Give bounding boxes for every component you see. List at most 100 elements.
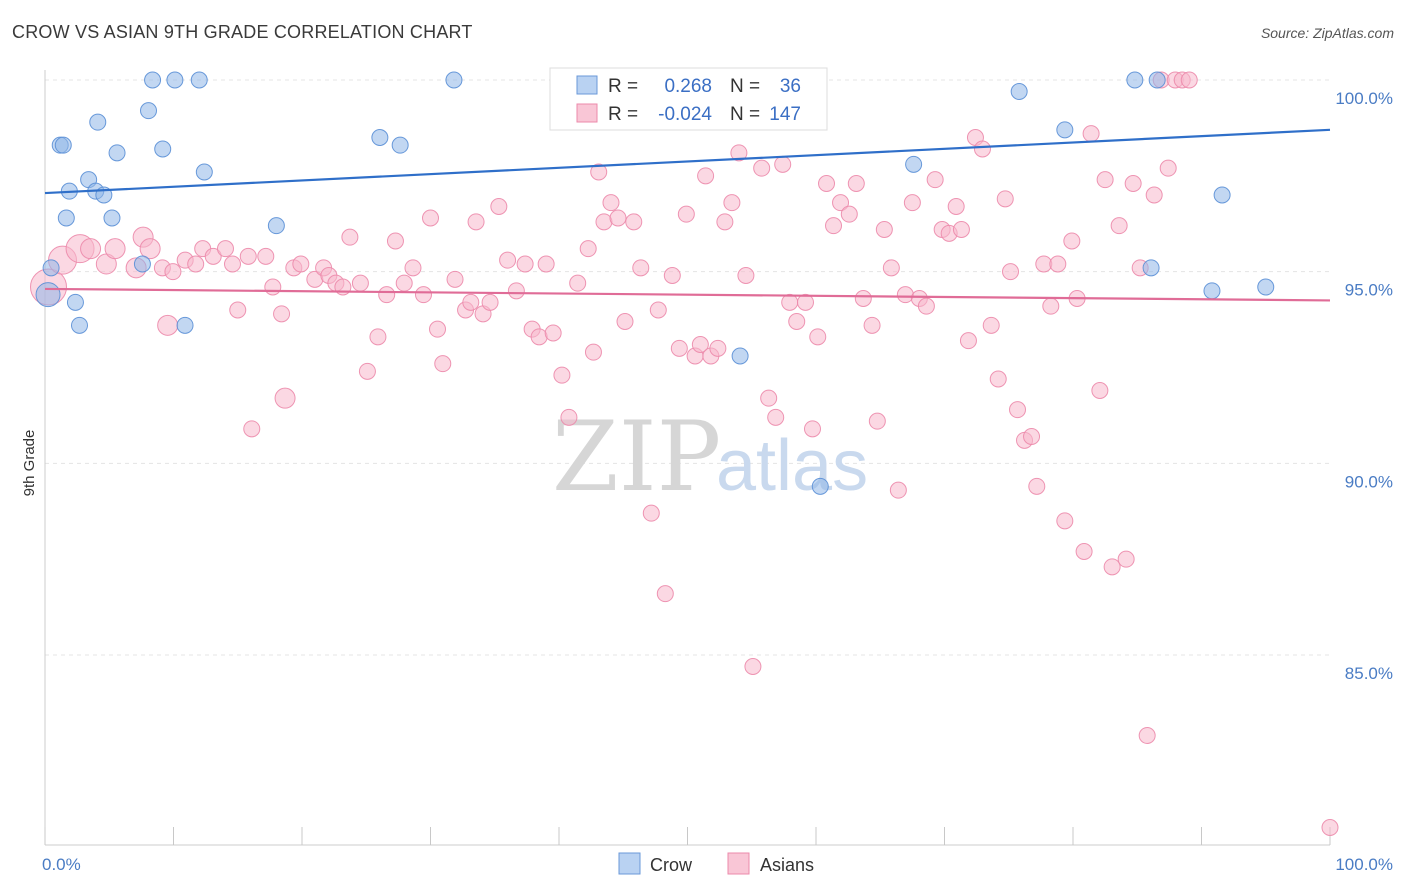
asians-point (507, 282, 525, 300)
asians-point (223, 255, 241, 273)
asians-point (753, 159, 771, 177)
asians-point (481, 293, 499, 311)
crow-point (391, 136, 409, 154)
asians-point (788, 313, 806, 330)
crow-point (166, 71, 184, 89)
asians-point (602, 194, 620, 212)
asians-point (553, 366, 571, 384)
asians-point (104, 238, 126, 260)
series-legend: Crow Asians (618, 852, 814, 875)
asians-point (781, 293, 799, 311)
asians-point (656, 585, 674, 603)
asians-point (1028, 477, 1046, 495)
crow-point (445, 71, 463, 89)
asians-point (292, 255, 310, 273)
asians-point (422, 209, 439, 227)
asians-point (642, 504, 660, 522)
asians-point (429, 320, 447, 338)
crow-point (1010, 83, 1028, 100)
asians-point (697, 167, 715, 185)
asians-point (216, 240, 234, 258)
asians-point (691, 336, 709, 353)
crow-point (35, 282, 61, 308)
crow-point (1148, 71, 1166, 89)
x-tick-label: 100.0% (1335, 855, 1393, 874)
y-tick-label: 85.0% (1345, 664, 1393, 683)
asians-point (663, 267, 681, 284)
series-legend-label-crow: Crow (650, 855, 693, 875)
asians-point (386, 232, 404, 250)
crow-point (140, 102, 158, 120)
legend-r-value-asians: -0.024 (658, 104, 712, 125)
asians-point (1180, 71, 1198, 89)
legend-n-label-crow: N = (730, 76, 760, 97)
asians-point (537, 255, 555, 273)
crow-point (1213, 186, 1231, 204)
legend-n-value-asians: 147 (769, 104, 801, 125)
asians-point (434, 355, 452, 373)
y-tick-label: 90.0% (1345, 472, 1393, 491)
asians-trend-line (44, 287, 1331, 302)
asians-point (896, 286, 914, 304)
asians-point (1110, 217, 1128, 235)
legend-n-label-asians: N = (730, 104, 760, 125)
asians-point (157, 314, 179, 336)
crow-point (66, 293, 84, 311)
asians-point (818, 175, 836, 192)
asians-point (1321, 819, 1339, 836)
crow-point (42, 259, 60, 277)
asians-point (1082, 125, 1100, 143)
asians-point (358, 362, 376, 380)
asians-point (767, 408, 785, 426)
asians-point (1009, 401, 1027, 419)
asians-point (744, 658, 762, 675)
asians-point (467, 213, 485, 231)
asians-point (590, 163, 608, 181)
crow-point (154, 140, 172, 158)
chart-source: Source: ZipAtlas.com (1261, 25, 1394, 41)
crow-point (731, 347, 749, 365)
asians-point (903, 194, 921, 212)
asians-point (499, 251, 517, 269)
asians-point (274, 387, 296, 409)
asians-point (204, 247, 222, 265)
asians-point (723, 194, 741, 212)
asians-point (404, 259, 422, 277)
asians-point (1075, 543, 1093, 560)
series-legend-swatch-crow (618, 852, 641, 875)
asians-point (584, 343, 602, 361)
asians-point (530, 328, 548, 346)
crow-point (1142, 259, 1160, 277)
series-legend-swatch-asians (727, 852, 750, 875)
asians-point (264, 278, 282, 296)
crow-point (190, 71, 208, 89)
asians-point (351, 274, 369, 292)
y-tick-labels: 100.0% 95.0% 90.0% 85.0% (1335, 89, 1393, 683)
asians-point (80, 238, 102, 260)
asians-point (273, 305, 291, 323)
asians-point (1138, 727, 1156, 744)
asians-point (139, 238, 161, 260)
crow-point (54, 136, 72, 154)
asians-point (982, 316, 1000, 334)
crow-point (71, 316, 89, 334)
asians-point (569, 274, 587, 292)
asians-point (952, 221, 970, 238)
asians-point (164, 263, 182, 281)
asians-point (868, 412, 886, 430)
asians-point (395, 274, 413, 292)
asians-point (625, 213, 643, 231)
watermark-zip: ZIP (552, 401, 721, 513)
asians-point (243, 420, 261, 438)
asians-point (809, 328, 827, 346)
series-legend-label-asians: Asians (760, 855, 814, 875)
asians-point (973, 140, 991, 158)
crow-point (108, 144, 126, 162)
asians-point (1063, 232, 1081, 250)
asians-point (863, 316, 881, 334)
asians-point (1145, 186, 1163, 204)
asians-point (796, 293, 814, 311)
crow-point (176, 316, 194, 334)
crow-point (57, 209, 75, 227)
